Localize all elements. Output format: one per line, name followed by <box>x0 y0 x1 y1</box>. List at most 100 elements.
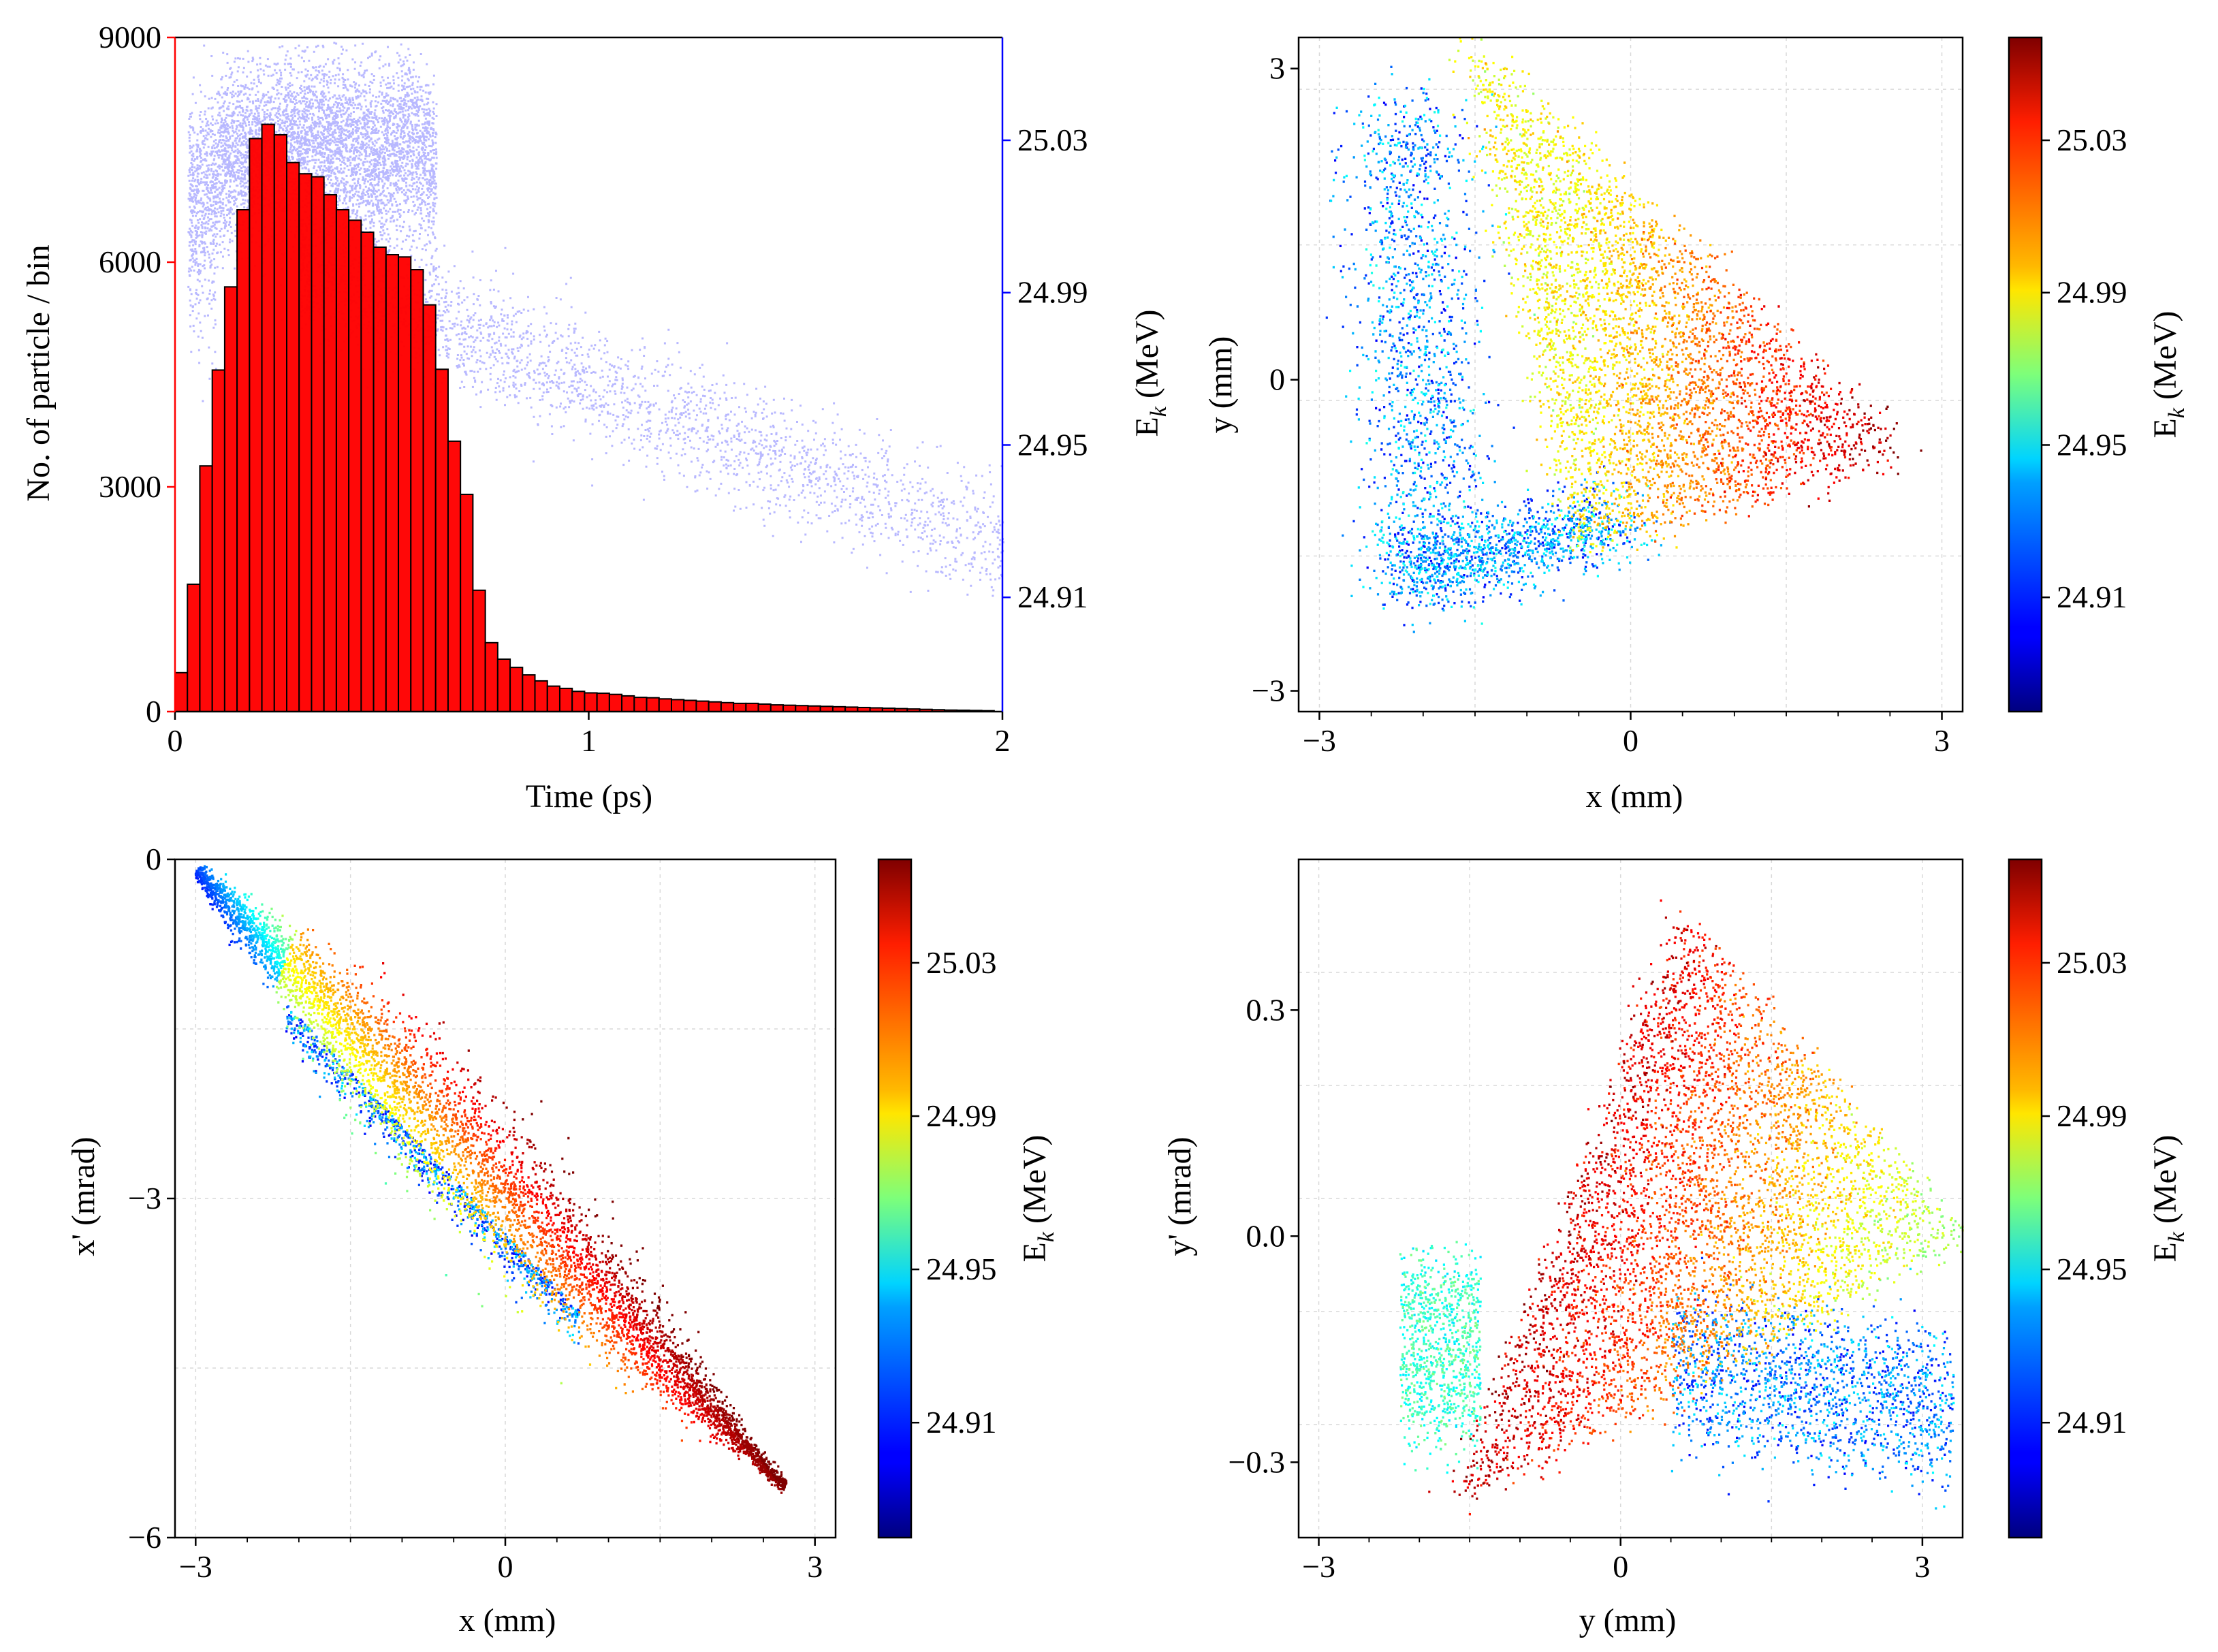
x-xprime-scatter-panel: −3 0 3 −6 −3 0 x (mm) x' (mrad) <box>65 842 837 1638</box>
y-yprime-particle-cloud <box>1399 899 1964 1516</box>
histogram-bar <box>621 695 635 713</box>
particle-points <box>1803 1113 1963 1300</box>
y-tick-label: 3 <box>1269 51 1285 86</box>
particle-points <box>1834 1162 1955 1302</box>
y2-tick-label: 24.91 <box>1017 579 1088 614</box>
histogram-bar <box>460 494 474 712</box>
y-tick-label: 0.3 <box>1246 992 1286 1027</box>
particle-points <box>1333 87 1631 626</box>
particle-points <box>1468 62 1775 538</box>
particle-points <box>522 1100 788 1491</box>
colorbar-tick-label: 25.03 <box>2057 123 2127 157</box>
particle-points <box>1810 376 1889 460</box>
particle-points <box>1676 1294 1953 1496</box>
histogram-bar <box>708 701 722 712</box>
histogram-bar <box>683 699 697 712</box>
y-tick-label: −6 <box>128 1520 161 1555</box>
histogram-bar <box>311 176 325 713</box>
y2-tick-label: 24.95 <box>1017 427 1088 462</box>
x-tick-label: 0 <box>498 1549 513 1584</box>
x-tick-label: −3 <box>179 1549 212 1584</box>
particle-points <box>1621 242 1828 543</box>
particle-points <box>1673 1256 1955 1503</box>
y-tick-label: 0 <box>146 694 161 729</box>
histogram-bar <box>323 194 337 712</box>
y-tick-label: 6000 <box>99 244 161 279</box>
x-tick-label: 3 <box>1914 1549 1930 1584</box>
histogram-bar <box>695 700 710 712</box>
particle-points <box>306 928 634 1393</box>
particle-points <box>1688 1064 1918 1365</box>
particle-points <box>270 907 484 1307</box>
particle-points <box>312 929 644 1391</box>
particle-points <box>1468 923 1779 1516</box>
histogram-bar <box>447 440 462 713</box>
particle-points <box>1452 37 1692 549</box>
colorbar-tick-label: 24.95 <box>926 1252 997 1286</box>
histogram-bar <box>348 219 362 712</box>
particle-points <box>289 943 592 1366</box>
histogram-bar <box>795 705 809 712</box>
particle-points <box>281 967 524 1313</box>
histogram-bar <box>658 698 673 713</box>
particle-points <box>1399 1243 1955 1474</box>
colorbar-tick-label: 24.91 <box>2057 579 2127 614</box>
y-tick-label: 0.0 <box>1246 1218 1286 1253</box>
particle-points <box>300 932 627 1395</box>
particle-points <box>275 936 436 1220</box>
histogram-bar <box>671 699 685 713</box>
x-tick-label: 0 <box>168 723 183 758</box>
particle-points <box>354 973 683 1442</box>
x-tick-label: 3 <box>1934 723 1950 758</box>
particle-points <box>1669 286 1889 518</box>
histogram-bar <box>584 692 598 712</box>
histogram-bar <box>273 134 288 712</box>
particle-points <box>197 866 580 1345</box>
particle-points <box>244 893 286 964</box>
histogram-bar <box>187 584 201 712</box>
x-xprime-particle-cloud <box>194 865 788 1494</box>
y-tick-label: −3 <box>128 1181 161 1216</box>
particle-points <box>387 1001 701 1442</box>
histogram-bars <box>174 123 995 713</box>
y-axis-label: x' (mrad) <box>65 1137 101 1256</box>
particle-points <box>1489 92 1771 549</box>
particle-points <box>276 915 563 1384</box>
histogram-bar <box>770 704 785 712</box>
particle-points <box>1448 49 1643 547</box>
colorbar-tick-label: 24.95 <box>2057 1252 2127 1286</box>
xy-particle-cloud <box>1325 37 1922 633</box>
particle-points <box>261 903 447 1277</box>
x-tick-label: 0 <box>1623 723 1638 758</box>
colorbar-tick-label: 24.99 <box>2057 275 2127 310</box>
histogram-bar <box>596 693 610 712</box>
histogram-bar <box>782 704 797 713</box>
colorbar-tick-label: 24.91 <box>2057 1405 2127 1440</box>
particle-points <box>1718 306 1885 500</box>
histogram-bar <box>410 269 424 712</box>
y2-tick-label: 24.99 <box>1017 275 1088 310</box>
particle-points <box>438 1021 761 1474</box>
colorbar-label: Ek (MeV) <box>2147 311 2189 438</box>
particle-points <box>1451 899 1763 1489</box>
particle-points <box>1803 366 1898 508</box>
colorbar-tick-label: 24.95 <box>2057 427 2127 462</box>
histogram-bar <box>249 138 263 712</box>
particle-points <box>1590 217 1799 527</box>
x-tick-label: −3 <box>1302 1549 1335 1584</box>
particle-points <box>1720 293 1892 496</box>
particle-points <box>456 1061 740 1461</box>
particle-points <box>279 930 519 1314</box>
x-tick-label: 2 <box>995 723 1011 758</box>
histogram-bar <box>434 368 449 712</box>
x-axis-label: x (mm) <box>1586 778 1683 814</box>
x-tick-label: 0 <box>1613 1549 1628 1584</box>
histogram-bar <box>360 232 375 712</box>
y2-axis-label: Ek (MeV) <box>1129 309 1171 436</box>
colorbar-2: 24.91 24.95 24.99 25.03 Ek (MeV) <box>877 858 1059 1539</box>
colorbar-tick-label: 25.03 <box>2057 945 2127 980</box>
particle-points <box>1345 87 1656 610</box>
particle-points <box>1739 353 1892 502</box>
histogram-bar <box>236 209 251 712</box>
histogram-bar <box>757 703 772 712</box>
